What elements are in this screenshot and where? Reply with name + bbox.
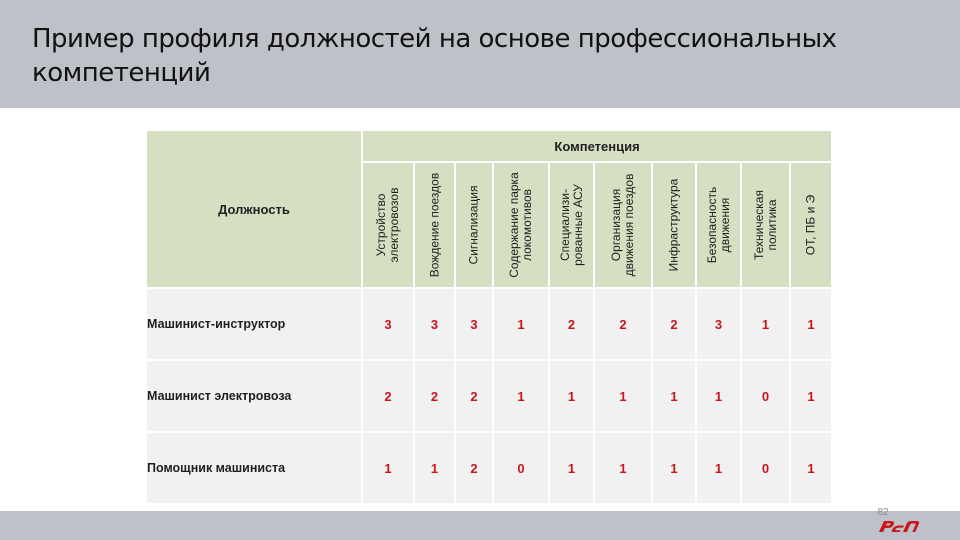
competence-level: 3 [454,287,494,361]
competence-column-header: Вождение поездов [413,161,456,289]
competence-column-header: ОТ, ПБ и Э [788,161,834,289]
title-bar [0,0,960,108]
competence-column-header: Инфраструктура [651,161,697,289]
competence-level: 3 [413,287,456,361]
competence-level: 1 [413,431,456,505]
competence-level: 2 [454,359,494,433]
table-row: Машинист электровоза 2 2 2 1 1 1 1 1 0 1 [145,359,834,433]
competence-level: 2 [593,287,653,361]
competence-level: 0 [492,431,550,505]
competence-profile-table: Должность Компетенция Устройство электро… [145,129,834,505]
competence-level: 1 [695,359,742,433]
competence-column-header: Сигнализация [454,161,494,289]
competence-level: 2 [413,359,456,433]
competence-label: Техническая политика [751,190,779,261]
competence-label: Сигнализация [466,185,481,265]
competence-level: 1 [593,431,653,505]
competence-label: ОТ, ПБ и Э [803,194,818,256]
competence-level: 3 [361,287,415,361]
competence-header: Компетенция [360,129,834,163]
competence-level: 1 [651,359,697,433]
competence-level: 1 [651,431,697,505]
competence-label: Инфраструктура [666,178,681,272]
competence-column-header: Устройство электровозов [361,161,415,289]
position-header: Должность [145,129,363,289]
competence-column-header: Содержание парка локомотивов [492,161,550,289]
competence-level: 1 [695,431,742,505]
competence-level: 1 [548,431,595,505]
rzd-logo-icon [879,521,920,532]
competence-level: 1 [788,287,834,361]
table-row: Машинист-инструктор 3 3 3 1 2 2 2 3 1 1 [145,287,834,361]
competence-column-header: Специализи-рованные АСУ [548,161,595,289]
competence-level: 1 [788,431,834,505]
page-number: 82 [877,507,889,518]
competence-label: Устройство электровозов [374,187,401,263]
competence-column-header: Организация движения поездов [593,161,653,289]
position-name: Машинист-инструктор [145,287,363,361]
position-name: Помощник машиниста [145,431,363,505]
competence-level: 1 [788,359,834,433]
competence-level: 0 [740,359,791,433]
competence-level: 2 [548,287,595,361]
competence-label: Организация движения поездов [609,173,636,277]
competence-level: 1 [492,359,550,433]
competence-label: Безопасность движения [704,186,732,264]
competence-level: 1 [740,287,791,361]
competence-level: 2 [651,287,697,361]
competence-level: 1 [548,359,595,433]
competence-label: Вождение поездов [427,172,441,278]
slide-title: Пример профиля должностей на основе проф… [32,24,837,88]
competence-level: 1 [492,287,550,361]
competence-label: Содержание парка локомотивов [507,172,534,278]
competence-column-header: Техническая политика [740,161,791,289]
position-name: Машинист электровоза [145,359,363,433]
competence-label: Специализи-рованные АСУ [557,184,585,266]
competence-level: 0 [740,431,791,505]
competence-level: 2 [454,431,494,505]
competence-level: 1 [593,359,653,433]
footer-bar [0,511,960,540]
competence-column-header: Безопасность движения [695,161,742,289]
competence-level: 3 [695,287,742,361]
competence-level: 2 [361,359,415,433]
table-row: Помощник машиниста 1 1 2 0 1 1 1 1 0 1 [145,431,834,505]
competence-level: 1 [361,431,415,505]
